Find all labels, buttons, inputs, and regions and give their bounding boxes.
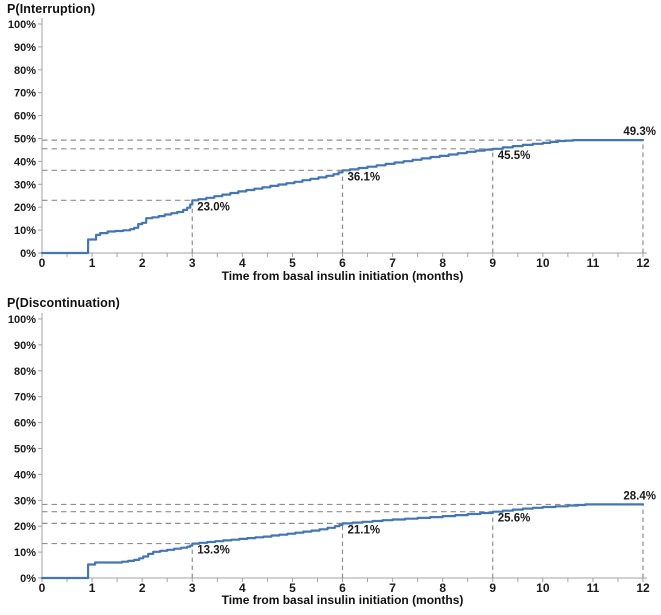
y-tick-label: 50% bbox=[14, 134, 36, 146]
y-tick-label: 80% bbox=[14, 65, 36, 77]
x-tick-label: 9 bbox=[489, 581, 496, 595]
y-tick-label: 10% bbox=[14, 547, 36, 559]
y-tick-label: 100% bbox=[8, 19, 36, 31]
x-tick-label: 7 bbox=[389, 256, 396, 270]
milestone-label: 28.4% bbox=[623, 490, 656, 502]
x-tick-label: 7 bbox=[389, 581, 396, 595]
discontinuation-plot-area: 0%10%20%30%40%50%60%70%80%90%100%0 1 2 3 4 5 6… bbox=[8, 313, 656, 595]
milestone-label: 25.6% bbox=[498, 513, 531, 525]
y-tick-label: 30% bbox=[14, 179, 36, 191]
milestone-label: 36.1% bbox=[348, 171, 381, 183]
x-tick-label: 8 bbox=[439, 581, 446, 595]
x-tick-label: 0 bbox=[39, 581, 46, 595]
x-tick-label: 12 bbox=[636, 581, 650, 595]
x-tick-label: 1 bbox=[89, 581, 96, 595]
y-tick-label: 10% bbox=[14, 225, 36, 237]
y-tick-label: 60% bbox=[14, 111, 36, 123]
x-tick-label: 3 bbox=[189, 256, 196, 270]
y-tick-label: 70% bbox=[14, 88, 36, 100]
chart-discontinuation: P(Discontinuation) 0% 10% 20% 30% 40% 50% 60% 7… bbox=[0, 292, 661, 615]
y-tick-label: 20% bbox=[14, 521, 36, 533]
y-tick-label: 50% bbox=[14, 444, 36, 456]
x-axis-title-discontinuation: Time from basal insulin initiation (mont… bbox=[221, 593, 464, 607]
x-tick-label: 2 bbox=[139, 256, 146, 270]
y-tick-label: 80% bbox=[14, 366, 36, 378]
x-tick-label: 5 bbox=[289, 256, 296, 270]
y-tick-label: 0% bbox=[20, 248, 36, 260]
y-tick-label: 90% bbox=[14, 340, 36, 352]
x-tick-label: 11 bbox=[587, 256, 600, 270]
x-tick-label: 6 bbox=[339, 256, 346, 270]
x-tick-label: 12 bbox=[636, 256, 650, 270]
milestone-label: 13.3% bbox=[197, 545, 230, 557]
interruption-plot-area: 0%10%20%30%40%50%60%70%80%90%100%0 1 2 3 4 5 6… bbox=[8, 18, 656, 270]
milestone-label: 21.1% bbox=[348, 524, 381, 536]
x-tick-label: 8 bbox=[439, 256, 446, 270]
x-tick-label: 10 bbox=[536, 256, 550, 270]
chart-title-interruption: P(Interruption) bbox=[7, 2, 96, 16]
x-tick-label: 4 bbox=[239, 256, 246, 270]
y-tick-label: 0% bbox=[20, 573, 36, 585]
x-tick-label: 6 bbox=[339, 581, 346, 595]
x-tick-label: 1 bbox=[89, 256, 96, 270]
chart-title-discontinuation: P(Discontinuation) bbox=[7, 296, 120, 310]
x-tick-label: 3 bbox=[189, 581, 196, 595]
y-tick-label: 40% bbox=[14, 156, 36, 168]
x-axis-title-interruption: Time from basal insulin initiation (mont… bbox=[221, 269, 464, 283]
milestone-label: 45.5% bbox=[498, 150, 531, 162]
x-tick-label: 5 bbox=[289, 581, 296, 595]
x-tick-label: 9 bbox=[489, 256, 496, 270]
y-tick-label: 90% bbox=[14, 42, 36, 54]
probability-curve bbox=[40, 503, 645, 580]
probability-curve bbox=[40, 139, 645, 255]
x-tick-label: 11 bbox=[587, 581, 600, 595]
x-tick-label: 10 bbox=[536, 581, 550, 595]
y-tick-label: 60% bbox=[14, 418, 36, 430]
x-tick-label: 4 bbox=[239, 581, 246, 595]
y-tick-label: 100% bbox=[8, 314, 36, 326]
y-tick-label: 40% bbox=[14, 469, 36, 481]
milestone-label: 23.0% bbox=[197, 201, 230, 213]
y-tick-label: 20% bbox=[14, 202, 36, 214]
y-tick-label: 70% bbox=[14, 392, 36, 404]
milestone-label: 49.3% bbox=[623, 126, 656, 138]
chart-interruption: P(Interruption) 0% 10% 20% 30% 40% 50% 60% 70% 8… bbox=[0, 0, 661, 292]
x-tick-label: 2 bbox=[139, 581, 146, 595]
y-tick-label: 30% bbox=[14, 495, 36, 507]
x-tick-label: 0 bbox=[39, 256, 46, 270]
